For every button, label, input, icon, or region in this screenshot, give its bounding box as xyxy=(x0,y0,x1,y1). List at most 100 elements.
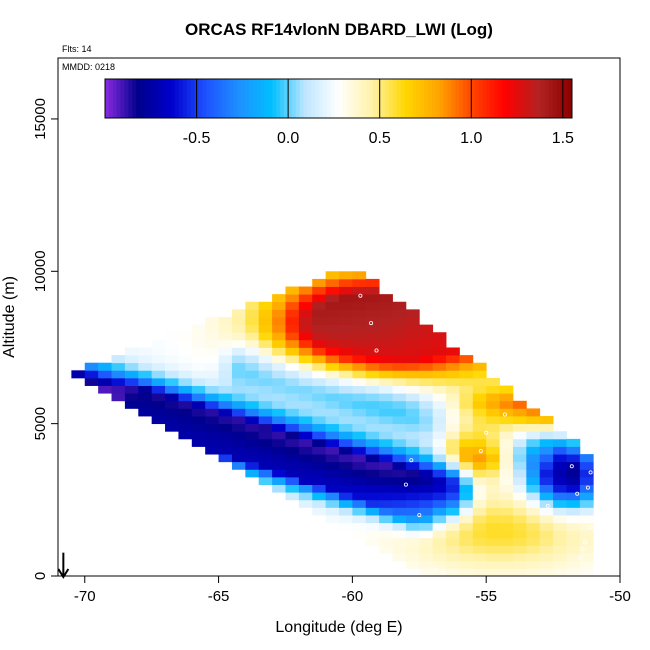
heatmap-cell xyxy=(405,492,420,501)
heatmap-cell xyxy=(512,408,527,417)
heatmap-cell xyxy=(379,416,393,425)
heatmap-cell xyxy=(325,347,340,356)
heatmap-cell xyxy=(352,347,367,356)
heatmap-cell xyxy=(392,408,407,417)
heatmap-cell xyxy=(312,355,327,364)
heatmap-cell xyxy=(486,461,500,470)
colorbar-segment xyxy=(151,79,157,118)
heatmap-cell xyxy=(446,416,460,425)
colorbar-segment xyxy=(206,79,211,118)
heatmap-cell xyxy=(205,431,219,440)
colorbar-tick-label: 1.5 xyxy=(552,130,574,147)
heatmap-cell xyxy=(472,469,487,478)
heatmap-cell xyxy=(178,362,193,371)
heatmap-cell xyxy=(446,454,460,463)
heatmap-cell xyxy=(298,355,313,364)
heatmap-cell xyxy=(325,317,340,326)
heatmap-cell xyxy=(352,393,367,402)
flight-point xyxy=(577,555,582,560)
heatmap-cell xyxy=(218,317,233,326)
heatmap-cell xyxy=(512,476,527,485)
heatmap-cell xyxy=(499,393,514,402)
heatmap-cell xyxy=(459,537,474,546)
heatmap-cell xyxy=(526,499,541,508)
heatmap-cell xyxy=(151,393,166,402)
heatmap-cell xyxy=(553,530,567,539)
heatmap-cell xyxy=(245,347,260,356)
plot-border xyxy=(57,57,621,577)
colorbar-segment xyxy=(116,79,122,118)
heatmap-cell xyxy=(298,324,313,333)
colorbar-frame xyxy=(104,78,573,119)
colorbar-segment xyxy=(408,79,413,118)
colorbar-segment xyxy=(490,79,495,118)
colorbar-segment xyxy=(357,79,363,118)
heatmap-cell xyxy=(499,446,514,455)
heatmap-cell xyxy=(231,362,246,371)
colorbar-segment xyxy=(447,79,452,118)
heatmap-cell xyxy=(365,530,380,539)
heatmap-cell xyxy=(352,271,367,280)
heatmap-cell xyxy=(566,522,581,531)
heatmap-cell xyxy=(165,423,179,432)
heatmap-cell xyxy=(472,362,487,371)
heatmap-cell xyxy=(419,347,434,356)
heatmap-cell xyxy=(486,545,500,554)
heatmap-cell xyxy=(218,332,233,341)
heatmap-cell xyxy=(325,408,340,417)
heatmap-cell xyxy=(566,537,581,546)
heatmap-cell xyxy=(151,347,166,356)
heatmap-cell xyxy=(392,317,407,326)
heatmap-cell xyxy=(138,362,153,371)
heatmap-cell xyxy=(258,324,273,333)
heatmap-cell xyxy=(472,454,487,463)
heatmap-cell xyxy=(486,438,500,447)
heatmap-cell xyxy=(512,507,527,516)
heatmap-cell xyxy=(405,347,420,356)
heatmap-cell xyxy=(472,370,487,379)
heatmap-cell xyxy=(352,446,367,455)
heatmap-cell xyxy=(526,461,541,470)
heatmap-cell xyxy=(205,446,219,455)
heatmap-cell xyxy=(178,347,193,356)
heatmap-cell xyxy=(526,537,541,546)
heatmap-cell xyxy=(499,454,514,463)
heatmap-cell xyxy=(178,408,193,417)
heatmap-cell xyxy=(365,499,380,508)
heatmap-cell xyxy=(446,438,460,447)
heatmap-cell xyxy=(325,370,340,379)
heatmap-cell xyxy=(379,545,393,554)
heatmap-cell xyxy=(446,461,460,470)
heatmap-cell xyxy=(419,370,434,379)
heatmap-cell xyxy=(339,507,353,516)
heatmap-cell xyxy=(272,355,286,364)
heatmap-cell xyxy=(419,507,434,516)
heatmap-cell xyxy=(405,446,420,455)
heatmap-cell xyxy=(138,347,153,356)
heatmap-cell xyxy=(526,530,541,539)
colorbar-segment xyxy=(470,79,476,118)
heatmap-cell xyxy=(566,507,581,516)
heatmap-cell xyxy=(151,385,166,394)
heatmap-cell xyxy=(365,347,380,356)
colorbar-segment xyxy=(245,79,250,118)
heatmap-cell xyxy=(512,492,527,501)
heatmap-cell xyxy=(298,370,313,379)
heatmap-cell xyxy=(459,408,474,417)
heatmap-cell xyxy=(98,377,112,386)
heatmap-cell xyxy=(486,484,500,493)
heatmap-cell xyxy=(285,438,300,447)
colorbar-segment xyxy=(268,79,273,118)
heatmap-cell xyxy=(579,507,594,516)
heatmap-cell xyxy=(472,545,487,554)
heatmap-cell xyxy=(365,355,380,364)
heatmap-cell xyxy=(258,461,273,470)
heatmap-cell xyxy=(432,537,447,546)
heatmap-cell xyxy=(312,416,327,425)
heatmap-cell xyxy=(499,537,514,546)
heatmap-cell xyxy=(526,492,541,501)
heatmap-cell xyxy=(486,416,500,425)
heatmap-cell xyxy=(526,560,541,569)
heatmap-cell xyxy=(392,446,407,455)
heatmap-cell xyxy=(298,423,313,432)
